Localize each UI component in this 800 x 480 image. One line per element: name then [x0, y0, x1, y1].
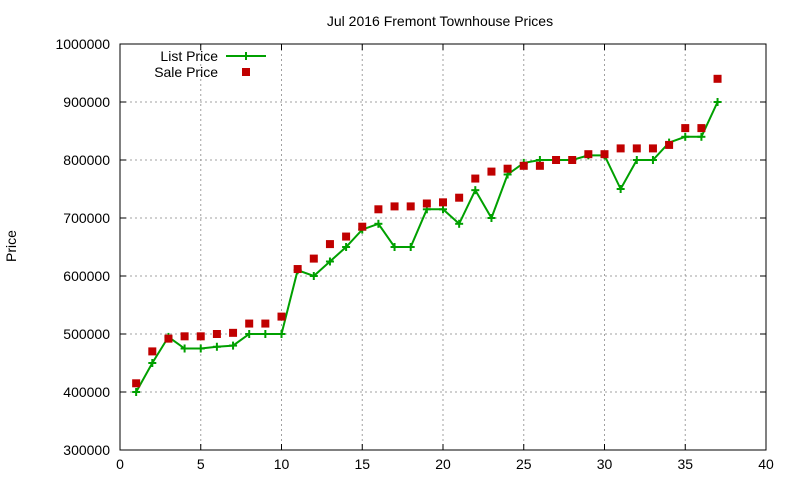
list-price-point	[374, 219, 383, 228]
list-price-point	[487, 214, 496, 222]
sale-price-point	[584, 150, 593, 159]
legend-label-list-price: List Price	[160, 48, 218, 64]
y-tick-label: 600000	[63, 268, 110, 284]
list-price-point	[148, 359, 157, 367]
list-price-point	[697, 132, 706, 141]
sale-price-point	[519, 161, 528, 170]
sale-price-point	[503, 164, 512, 173]
x-tick-label: 40	[758, 456, 774, 472]
sale-price-point	[471, 174, 480, 183]
series-layer	[132, 74, 722, 396]
y-tick-label: 900000	[63, 94, 110, 110]
legend-label-sale-price: Sale Price	[154, 64, 218, 80]
sale-price-point	[616, 144, 625, 153]
y-axis-label: Price	[3, 230, 19, 262]
sale-price-point	[148, 347, 157, 356]
x-tick-label: 25	[516, 456, 532, 472]
list-price-point	[390, 243, 399, 251]
x-tick-label: 10	[274, 456, 290, 472]
x-tick-label: 30	[597, 456, 613, 472]
sale-price-point	[681, 124, 690, 133]
sale-price-point	[406, 202, 415, 211]
sale-price-point	[196, 332, 205, 341]
sale-price-point	[487, 167, 496, 176]
list-price-point	[471, 186, 480, 195]
sale-price-point	[229, 328, 238, 337]
sale-price-point	[697, 124, 706, 133]
sale-price-point	[535, 161, 544, 170]
y-tick-label: 300000	[63, 442, 110, 458]
list-price-point	[132, 388, 141, 396]
list-price-point	[342, 243, 351, 251]
sale-price-point	[261, 319, 270, 328]
sale-price-point	[455, 193, 464, 202]
list-price-point	[212, 342, 221, 351]
sale-price-point	[665, 140, 674, 149]
x-tick-label: 0	[116, 456, 124, 472]
sale-price-point	[309, 254, 318, 263]
sale-price-point	[212, 330, 221, 338]
sale-price-point	[245, 319, 254, 328]
axes: 0 5 10 15 20 25 30 35 40 300000 400000 500000 600000…	[55, 36, 774, 472]
x-tick-label: 15	[354, 456, 370, 472]
y-tick-label: 1000000	[55, 36, 110, 52]
list-price-line	[135, 101, 719, 393]
sale-price-point	[439, 198, 447, 207]
legend-sample-sale-price	[242, 68, 250, 76]
sale-price-point	[552, 156, 561, 164]
list-price-point	[455, 219, 464, 228]
list-price-point	[325, 257, 334, 266]
y-tick-label: 700000	[63, 210, 110, 226]
list-price-point	[406, 243, 415, 251]
x-tick-label: 20	[435, 456, 451, 472]
x-tick-label: 35	[677, 456, 693, 472]
sale-price-point	[632, 144, 641, 153]
sale-price-point	[358, 222, 367, 231]
chart-title: Jul 2016 Fremont Townhouse Prices	[327, 13, 553, 29]
sale-price-point	[293, 265, 302, 274]
list-price-point	[229, 341, 238, 350]
list-price-point	[245, 330, 254, 338]
sale-price-point	[600, 150, 609, 159]
y-tick-label: 500000	[63, 326, 110, 342]
x-tick-label: 5	[197, 456, 205, 472]
list-price-point	[713, 98, 722, 106]
sale-price-point	[648, 144, 657, 153]
sale-price-point	[164, 334, 173, 343]
sale-price-point	[422, 199, 431, 208]
sale-price-point	[568, 156, 577, 164]
list-price-point	[196, 344, 205, 353]
list-price-point	[681, 132, 690, 141]
y-tick-label: 400000	[63, 384, 110, 400]
list-price-point	[261, 330, 270, 338]
sale-price-point	[277, 312, 286, 321]
list-price-point	[616, 185, 625, 193]
legend: List Price Sale Price	[154, 48, 266, 80]
list-price-point	[632, 156, 641, 164]
sale-price-point	[390, 202, 399, 211]
sale-price-point	[342, 232, 351, 241]
list-price-point	[439, 205, 447, 214]
list-price-point	[309, 272, 318, 280]
list-price-point	[648, 156, 657, 164]
sale-price-point	[713, 74, 722, 83]
sale-price-point	[325, 240, 334, 249]
list-price-point	[277, 330, 286, 338]
list-price-point	[180, 344, 189, 353]
sale-price-point	[374, 205, 383, 214]
y-tick-label: 800000	[63, 152, 110, 168]
sale-price-point	[180, 332, 189, 341]
sale-price-point	[132, 379, 141, 388]
grid	[120, 44, 766, 450]
